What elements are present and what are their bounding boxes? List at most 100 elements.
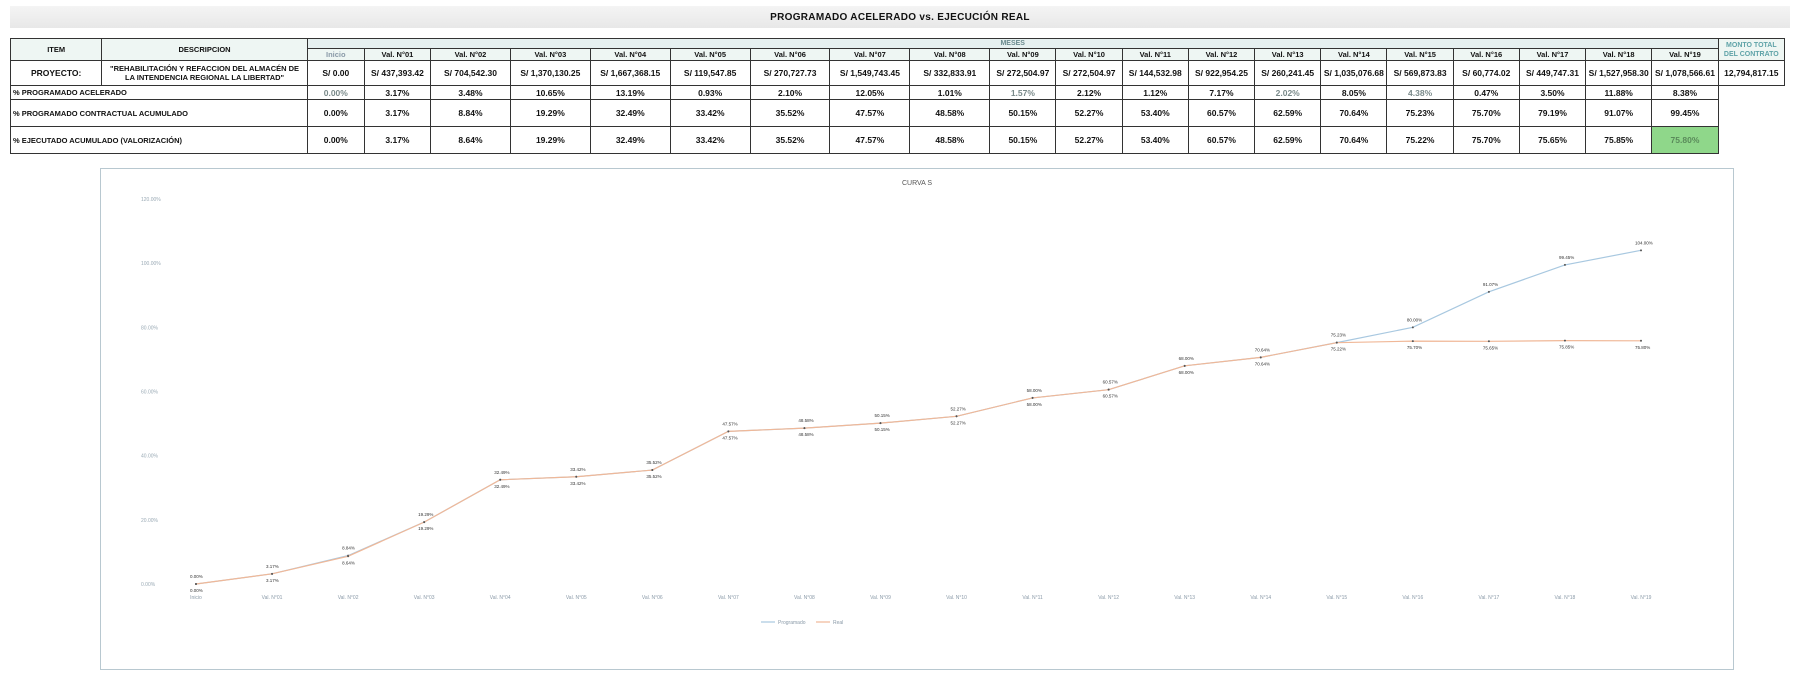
percent-cell: 47.57% [829,99,911,127]
data-label: 32.49% [494,484,509,489]
series-line-real [195,340,1642,585]
percent-cell: 75.23% [1386,99,1454,127]
data-label: 52.27% [951,420,966,425]
x-tick-label: Val. N°08 [794,595,815,601]
period-header: Val. N°18 [1585,48,1653,61]
data-label: 75.23% [1331,333,1346,338]
project-description: "REHABILITACIÓN Y REFACCION DEL ALMACÉN … [101,60,308,86]
percent-cell: 75.80% [1651,126,1719,154]
percent-cell: 0.93% [669,85,751,100]
data-point [803,427,806,430]
data-point [1411,326,1414,329]
x-tick-label: Val. N°14 [1250,595,1271,601]
data-label: 50.15% [874,413,889,418]
valuation-table: ITEM DESCRIPCION MESES MONTO TOTAL DEL C… [9,38,1786,154]
x-tick-label: Val. N°05 [566,595,587,601]
data-label: 68.00% [1179,370,1194,375]
data-label: 0.00% [190,574,203,579]
months-header: MESES [306,38,1719,49]
data-point [1335,341,1338,344]
data-label: 68.00% [1179,356,1194,361]
data-label: 47.57% [722,435,737,440]
x-tick-label: Val. N°09 [870,595,891,601]
percent-cell: 19.29% [509,99,591,127]
percent-cell: 0.00% [306,99,365,127]
y-tick-label: 80.00% [141,325,159,331]
percent-cell: 75.70% [1452,99,1520,127]
percent-cell: 70.64% [1320,126,1388,154]
period-header: Val. N°03 [509,48,591,61]
data-label: 3.17% [266,578,279,583]
data-label: 60.57% [1103,380,1118,385]
amount-cell: S/ 0.00 [306,60,365,86]
amount-cell: S/ 1,667,368.15 [589,60,671,86]
percent-cell: 8.05% [1320,85,1388,100]
y-tick-label: 20.00% [141,518,159,524]
x-tick-label: Val. N°13 [1174,595,1195,601]
percent-cell: 48.58% [909,99,991,127]
amount-cell: S/ 332,833.91 [909,60,991,86]
percent-cell: 1.57% [989,85,1057,100]
project-row: PROYECTO: "REHABILITACIÓN Y REFACCION DE… [9,60,1786,86]
data-point [1640,339,1642,342]
data-point [727,430,730,433]
percent-cell: 70.64% [1320,99,1388,127]
percent-cell: 53.40% [1121,126,1189,154]
data-label: 35.52% [646,460,661,465]
percent-cell: 12.05% [829,85,911,100]
percent-cell: 3.48% [430,85,511,100]
period-header: Val. N°01 [363,48,432,61]
data-point [1563,339,1566,342]
data-point [879,422,882,425]
data-label: 50.15% [874,427,889,432]
percent-cell: 7.17% [1187,85,1256,100]
percent-cell: 62.59% [1254,126,1322,154]
data-point [195,583,197,585]
x-tick-label: Val. N°11 [1022,595,1043,601]
data-label: 70.64% [1255,361,1270,366]
percent-cell: 1.12% [1121,85,1189,100]
percent-cell: 0.00% [306,126,365,154]
data-label: 91.07% [1483,282,1498,287]
percent-cell: 4.38% [1386,85,1454,100]
percent-cell: 99.45% [1651,99,1719,127]
period-header: Val. N°14 [1320,48,1388,61]
item-header: ITEM [9,38,103,61]
percent-cell: 75.85% [1585,126,1653,154]
period-header: Val. N°10 [1055,48,1123,61]
percent-cell: 75.65% [1518,126,1587,154]
amount-cell: S/ 569,873.83 [1386,60,1454,86]
data-label: 99.45% [1559,255,1574,260]
amount-cell: S/ 704,542.30 [430,60,511,86]
monto-total-header: MONTO TOTAL DEL CONTRATO [1717,38,1786,61]
y-tick-label: 40.00% [141,454,159,460]
percent-cell: 50.15% [989,99,1057,127]
data-label: 104.00% [1635,240,1653,245]
data-label: 19.29% [418,512,433,517]
description-header: DESCRIPCION [101,38,308,61]
data-label: 58.00% [1027,388,1042,393]
data-point [651,469,654,472]
data-label: 52.27% [951,406,966,411]
amount-cell: S/ 449,747.31 [1518,60,1587,86]
y-tick-label: 0.00% [141,582,156,588]
data-label: 48.58% [798,418,813,423]
period-header: Val. N°04 [589,48,671,61]
percent-cell: 10.65% [509,85,591,100]
percent-cell: 52.27% [1055,126,1123,154]
data-point [1107,388,1110,391]
period-header: Val. N°05 [669,48,751,61]
data-label: 75.65% [1483,345,1498,350]
data-point [1183,364,1186,367]
amount-cell: S/ 1,527,958.30 [1585,60,1653,86]
percent-cell: 3.17% [363,85,432,100]
period-header: Val. N°07 [829,48,911,61]
period-header: Inicio [306,48,365,61]
header-band [10,6,1790,28]
y-tick-label: 120.00% [141,197,161,203]
data-label: 80.00% [1407,317,1422,322]
percent-cell: 3.17% [363,126,432,154]
row-label: % PROGRAMADO CONTRACTUAL ACUMULADO [10,99,308,127]
percent-cell: 11.88% [1585,85,1653,100]
percent-cell: 62.59% [1254,99,1322,127]
